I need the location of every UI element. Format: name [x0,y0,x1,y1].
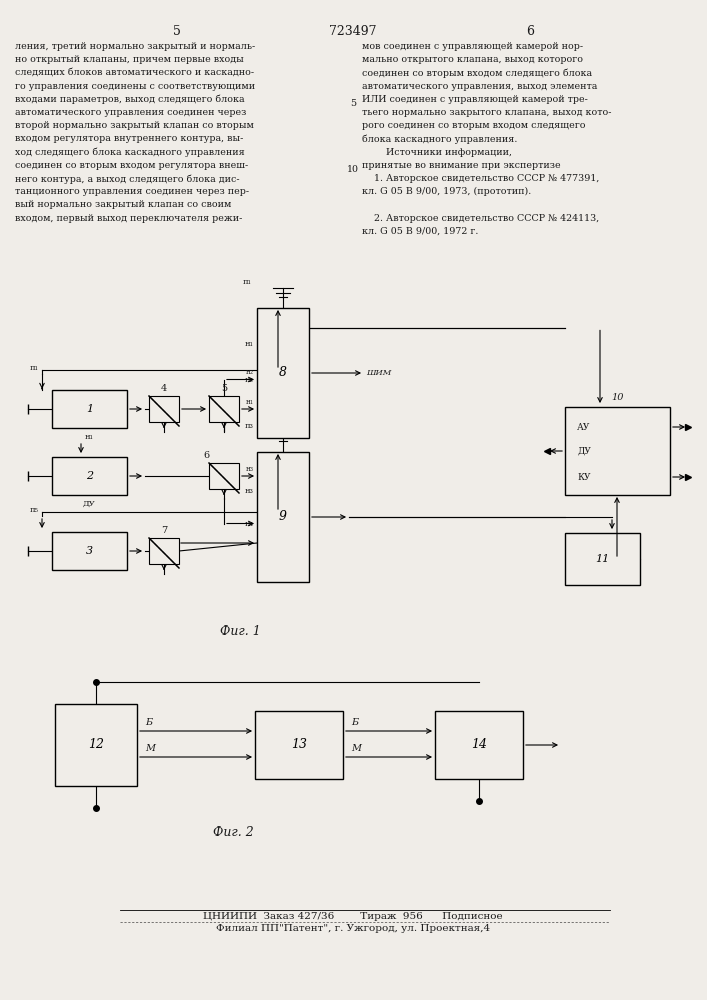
Bar [52,457,127,495]
Text: входом, первый выход переключателя режи-: входом, первый выход переключателя режи- [15,214,243,223]
Text: н₂: н₂ [245,375,254,383]
Text: 11: 11 [595,554,609,564]
Text: 9: 9 [279,510,287,524]
Bar [435,711,523,779]
Text: Б: Б [351,718,358,727]
Text: н₃: н₃ [246,465,254,473]
Text: ИЛИ соединен с управляющей камерой тре-: ИЛИ соединен с управляющей камерой тре- [362,95,588,104]
Text: ДУ: ДУ [577,446,591,456]
Text: ШИМ: ШИМ [366,369,392,377]
Bar [565,533,640,585]
Text: следящих блоков автоматического и каскадно-: следящих блоков автоматического и каскад… [15,68,254,77]
Text: п₅: п₅ [30,506,38,514]
Text: 6: 6 [526,25,534,38]
Text: н₃: н₃ [245,487,254,495]
Text: соединен со вторым входом следящего блока: соединен со вторым входом следящего блок… [362,68,592,78]
Text: н₁: н₁ [246,398,254,406]
Text: н₂: н₂ [246,368,254,376]
Text: ДУ: ДУ [83,500,95,508]
Text: кл. G 05 В 9/00, 1973, (прототип).: кл. G 05 В 9/00, 1973, (прототип). [362,187,531,196]
Bar [52,532,127,570]
Text: Б: Б [145,718,152,727]
Text: Фиг. 1: Фиг. 1 [220,625,260,638]
Text: М: М [351,744,361,753]
Text: 5: 5 [350,99,356,108]
Text: н₄: н₄ [245,520,254,528]
Bar [209,463,239,489]
Text: Фиг. 2: Фиг. 2 [213,826,253,839]
Bar [55,704,137,786]
Text: п₃: п₃ [245,422,254,430]
Text: 10: 10 [612,393,624,402]
Text: ход следящего блока каскадного управления: ход следящего блока каскадного управлени… [15,148,245,157]
Text: 6: 6 [203,451,209,460]
Text: 8: 8 [279,366,287,379]
Text: Филиал ПП"Патент", г. Ужгород, ул. Проектная,4: Филиал ПП"Патент", г. Ужгород, ул. Проек… [216,924,490,933]
Text: соединен со вторым входом регулятора внеш-: соединен со вторым входом регулятора вне… [15,161,248,170]
Text: М: М [145,744,155,753]
Bar [209,396,239,422]
Text: 12: 12 [88,738,104,752]
Bar [149,396,179,422]
Text: 5: 5 [221,384,227,393]
Text: автоматического управления соединен через: автоматического управления соединен чере… [15,108,246,117]
Text: АУ: АУ [577,422,590,432]
Text: п₁: п₁ [30,364,38,372]
Text: го управления соединены с соответствующими: го управления соединены с соответствующи… [15,82,255,91]
Text: 1: 1 [86,404,93,414]
Text: 723497: 723497 [329,25,377,38]
Text: тьего нормально закрытого клапана, выход кото-: тьего нормально закрытого клапана, выход… [362,108,612,117]
Text: входом регулятора внутреннего контура, вы-: входом регулятора внутреннего контура, в… [15,134,243,143]
Text: 5: 5 [173,25,181,38]
Text: 4: 4 [161,384,167,393]
Text: мально открытого клапана, выход которого: мально открытого клапана, выход которого [362,55,583,64]
Text: автоматического управления, выход элемента: автоматического управления, выход элемен… [362,82,597,91]
Bar [149,538,179,564]
Text: ления, третий нормально закрытый и нормаль-: ления, третий нормально закрытый и норма… [15,42,255,51]
Text: ЦНИИПИ  Заказ 427/36        Тираж  956      Подписное: ЦНИИПИ Заказ 427/36 Тираж 956 Подписное [203,912,503,921]
Text: 14: 14 [471,738,487,752]
Text: 10: 10 [347,165,359,174]
Bar [565,407,670,495]
Text: входами параметров, выход следящего блока: входами параметров, выход следящего блок… [15,95,245,104]
Text: 2: 2 [86,471,93,481]
Text: Источники информации,: Источники информации, [362,148,512,157]
Text: кл. G 05 В 9/00, 1972 г.: кл. G 05 В 9/00, 1972 г. [362,227,479,236]
Bar [257,452,309,582]
Text: 3: 3 [86,546,93,556]
Text: второй нормально закрытый клапан со вторым: второй нормально закрытый клапан со втор… [15,121,254,130]
Bar [255,711,343,779]
Text: н₁: н₁ [85,433,93,441]
Text: н₁: н₁ [245,340,254,348]
Text: п₁: п₁ [243,278,252,286]
Text: принятые во внимание при экспертизе: принятые во внимание при экспертизе [362,161,561,170]
Text: рого соединен со вторым входом следящего: рого соединен со вторым входом следящего [362,121,585,130]
Bar [52,390,127,428]
Text: мов соединен с управляющей камерой нор-: мов соединен с управляющей камерой нор- [362,42,583,51]
Text: танционного управления соединен через пер-: танционного управления соединен через пе… [15,187,249,196]
Text: 7: 7 [161,526,167,535]
Text: 13: 13 [291,738,307,752]
Text: КУ: КУ [577,473,590,482]
Bar [257,308,309,438]
Text: но открытый клапаны, причем первые входы: но открытый клапаны, причем первые входы [15,55,244,64]
Text: вый нормально закрытый клапан со своим: вый нормально закрытый клапан со своим [15,200,231,209]
Text: блока каскадного управления.: блока каскадного управления. [362,134,518,144]
Text: 1. Авторское свидетельство СССР № 477391,: 1. Авторское свидетельство СССР № 477391… [362,174,600,183]
Text: 2. Авторское свидетельство СССР № 424113,: 2. Авторское свидетельство СССР № 424113… [362,214,600,223]
Text: него контура, а выход следящего блока дис-: него контура, а выход следящего блока ди… [15,174,240,184]
